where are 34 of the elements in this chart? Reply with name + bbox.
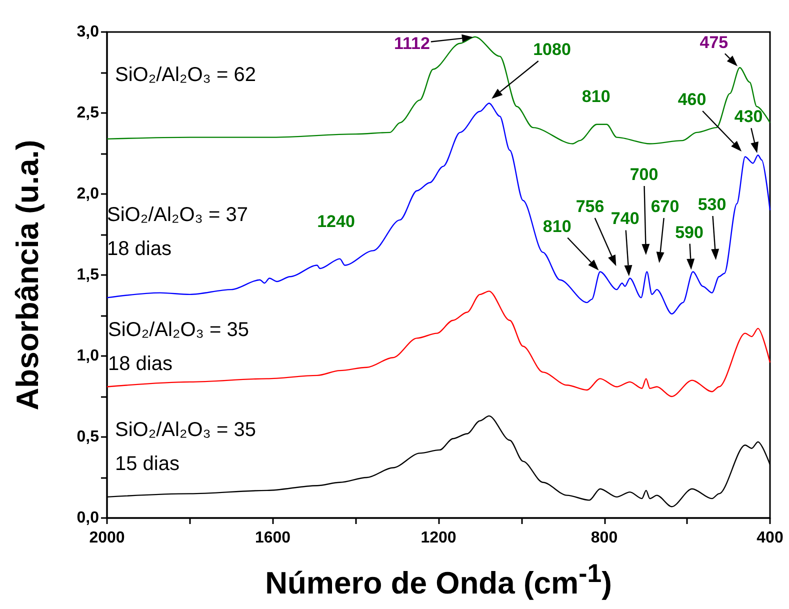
y-axis-title: Absorbância (u.a.) [10,140,46,410]
line-series [106,36,771,144]
annotation: 475 [700,32,728,53]
annotation: 530 [698,195,726,215]
annotation: 810 [582,87,610,108]
annotation: 740 [610,209,640,230]
text: SiO₂/Al₂O₃ = 62 [115,63,256,88]
x-tick-label: 400 [756,530,784,546]
y-tick-label: 2,5 [76,104,100,122]
annotation: 1240 [317,212,355,232]
annotation: 1080 [533,40,571,60]
y-tick-label: 3,0 [76,24,100,40]
annotation: 460 [678,90,706,110]
annotation: 430 [734,107,763,128]
y-tick-label: 2,0 [76,186,100,202]
series-label: SiO₂/Al₂O₃ = 35 15 dias [115,418,256,477]
series-label: SiO₂/Al₂O₃ = 37 18 dias [107,203,248,262]
x-tick-label: 1200 [420,530,456,546]
annotation: 700 [630,165,658,185]
annotation: 1112 [394,34,430,54]
series-label: SiO₂/Al₂O₃ = 35 18 dias [108,318,249,377]
x-tick-label: 800 [590,530,618,546]
annotation: 756 [576,197,604,217]
line-series [106,290,771,398]
x-axis-title: Número de Onda (cm$^{-1}$) [264,560,613,602]
annotation: 590 [675,222,704,243]
y-tick-label: 1,0 [76,348,100,364]
y-tick-label: 0,0 [76,510,100,526]
annotation: 810 [542,216,572,237]
annotation: 670 [650,197,680,217]
x-tick-label: 2000 [89,530,125,546]
y-tick-label: 1,5 [76,266,100,284]
x-tick-label: 1600 [254,530,291,546]
y-tick-label: 0,5 [76,428,100,446]
